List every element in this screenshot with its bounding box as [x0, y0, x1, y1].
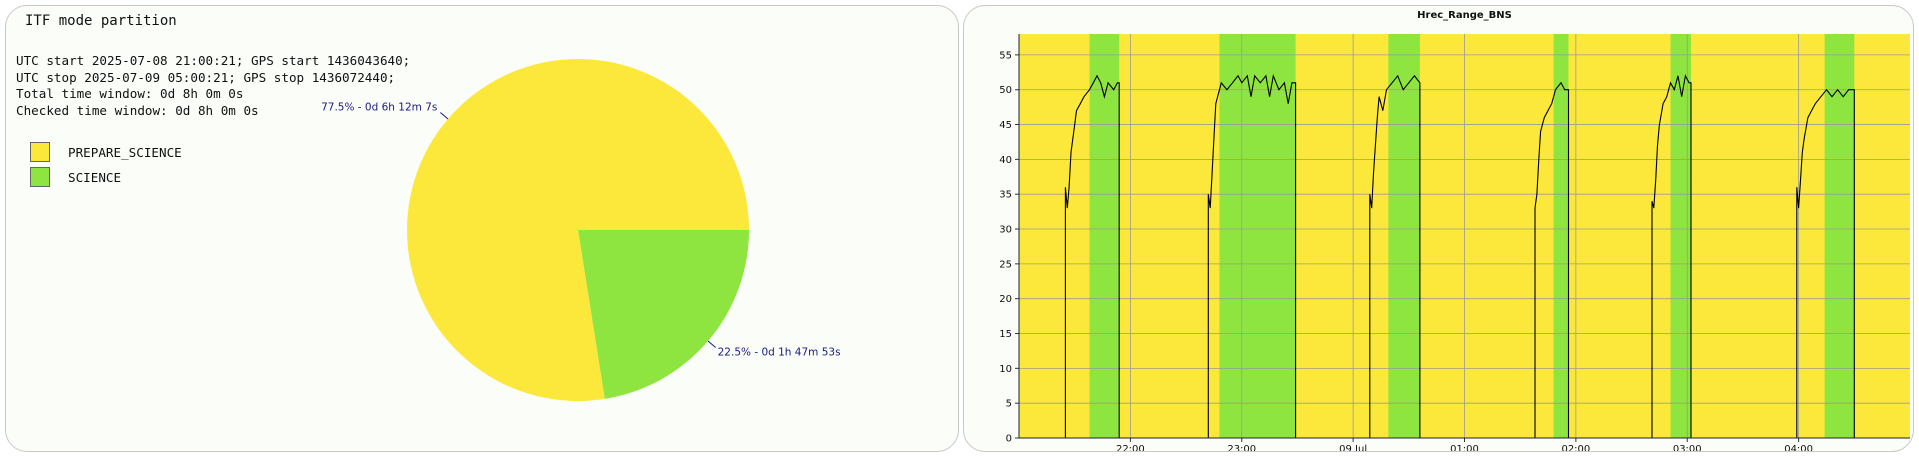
bns-range-chart: Hrec_Range_BNS 0 5 10 15 20 25 30 35 40 45 50 55 22:0…: [999, 10, 1910, 452]
science-interval: [1824, 34, 1855, 438]
y-tick-label: 35: [999, 190, 1012, 201]
bns-range-line: [1651, 74, 1692, 438]
legend-label: PREPARE_SCIENCE: [68, 144, 182, 160]
y-tick-label: 20: [999, 294, 1012, 305]
bns-range-line: [1534, 81, 1570, 438]
total-window-line: Total time window: 0d 8h 0m 0s: [16, 86, 244, 101]
legend-swatch-science: [30, 167, 50, 187]
science-interval: [1670, 34, 1691, 438]
x-tick-label: 03:00: [1673, 444, 1702, 452]
science-interval: [1388, 34, 1420, 438]
time-window-info: UTC start 2025-07-08 21:00:21; GPS start…: [16, 53, 410, 119]
pie-label-leader: [707, 340, 716, 348]
pie-slice-science: [578, 230, 749, 399]
science-interval: [1553, 34, 1569, 438]
x-tick-label: 23:00: [1227, 444, 1256, 452]
mode-partition-panel: ITF mode partition UTC start 2025-07-08 …: [5, 5, 959, 452]
y-tick-label: 40: [999, 155, 1012, 166]
bns-range-panel: Hrec_Range_BNS 0 5 10 15 20 25 30 35 40 45 50 55 22:0…: [963, 5, 1914, 452]
legend-item-prepare-science: PREPARE_SCIENCE: [30, 141, 182, 163]
pie-slice-label: 22.5% - 0d 1h 47m 53s: [718, 347, 841, 359]
checked-window-line: Checked time window: 0d 8h 0m 0s: [16, 102, 259, 118]
science-interval: [1089, 34, 1120, 438]
science-interval: [1219, 34, 1296, 438]
x-tick-label: 02:00: [1561, 444, 1590, 452]
pie-slice-prepare-science: [407, 59, 749, 402]
pie-chart: 22.5% - 0d 1h 47m 53s 77.5% - 0d 6h 12m 7…: [321, 59, 841, 402]
y-tick-label: 30: [999, 225, 1012, 236]
x-tick-label: 22:00: [1116, 444, 1145, 452]
bns-range-line: [1796, 88, 1855, 438]
y-tick-label: 55: [999, 50, 1012, 61]
bns-range-line: [1064, 74, 1120, 438]
x-tick-label: 01:00: [1450, 444, 1479, 452]
y-tick-label: 15: [999, 329, 1012, 340]
panel-title: ITF mode partition: [25, 13, 177, 29]
utc-start-line: UTC start 2025-07-08 21:00:21; GPS start…: [16, 53, 411, 68]
bns-range-line: [1207, 73, 1297, 438]
y-tick-label: 10: [999, 364, 1012, 375]
y-tick-label: 45: [999, 120, 1012, 131]
legend-swatch-prepare-science: [30, 142, 50, 162]
y-tick-label: 50: [999, 85, 1012, 96]
utc-stop-line: UTC stop 2025-07-09 05:00:21; GPS stop 1…: [16, 69, 396, 85]
y-tick-label: 0: [1006, 434, 1012, 445]
legend-item-science: SCIENCE: [30, 166, 121, 188]
legend-label: SCIENCE: [68, 169, 122, 185]
x-tick-label: 04:00: [1784, 444, 1813, 452]
x-tick-label: 09 Jul: [1339, 444, 1367, 452]
chart-title: Hrec_Range_BNS: [1417, 10, 1512, 21]
bns-range-line: [1369, 74, 1421, 438]
pie-label-leader: [440, 112, 449, 120]
y-tick-label: 5: [1006, 399, 1012, 410]
pie-slice-label: 77.5% - 0d 6h 12m 7s: [321, 101, 437, 113]
y-tick-label: 25: [999, 259, 1012, 270]
